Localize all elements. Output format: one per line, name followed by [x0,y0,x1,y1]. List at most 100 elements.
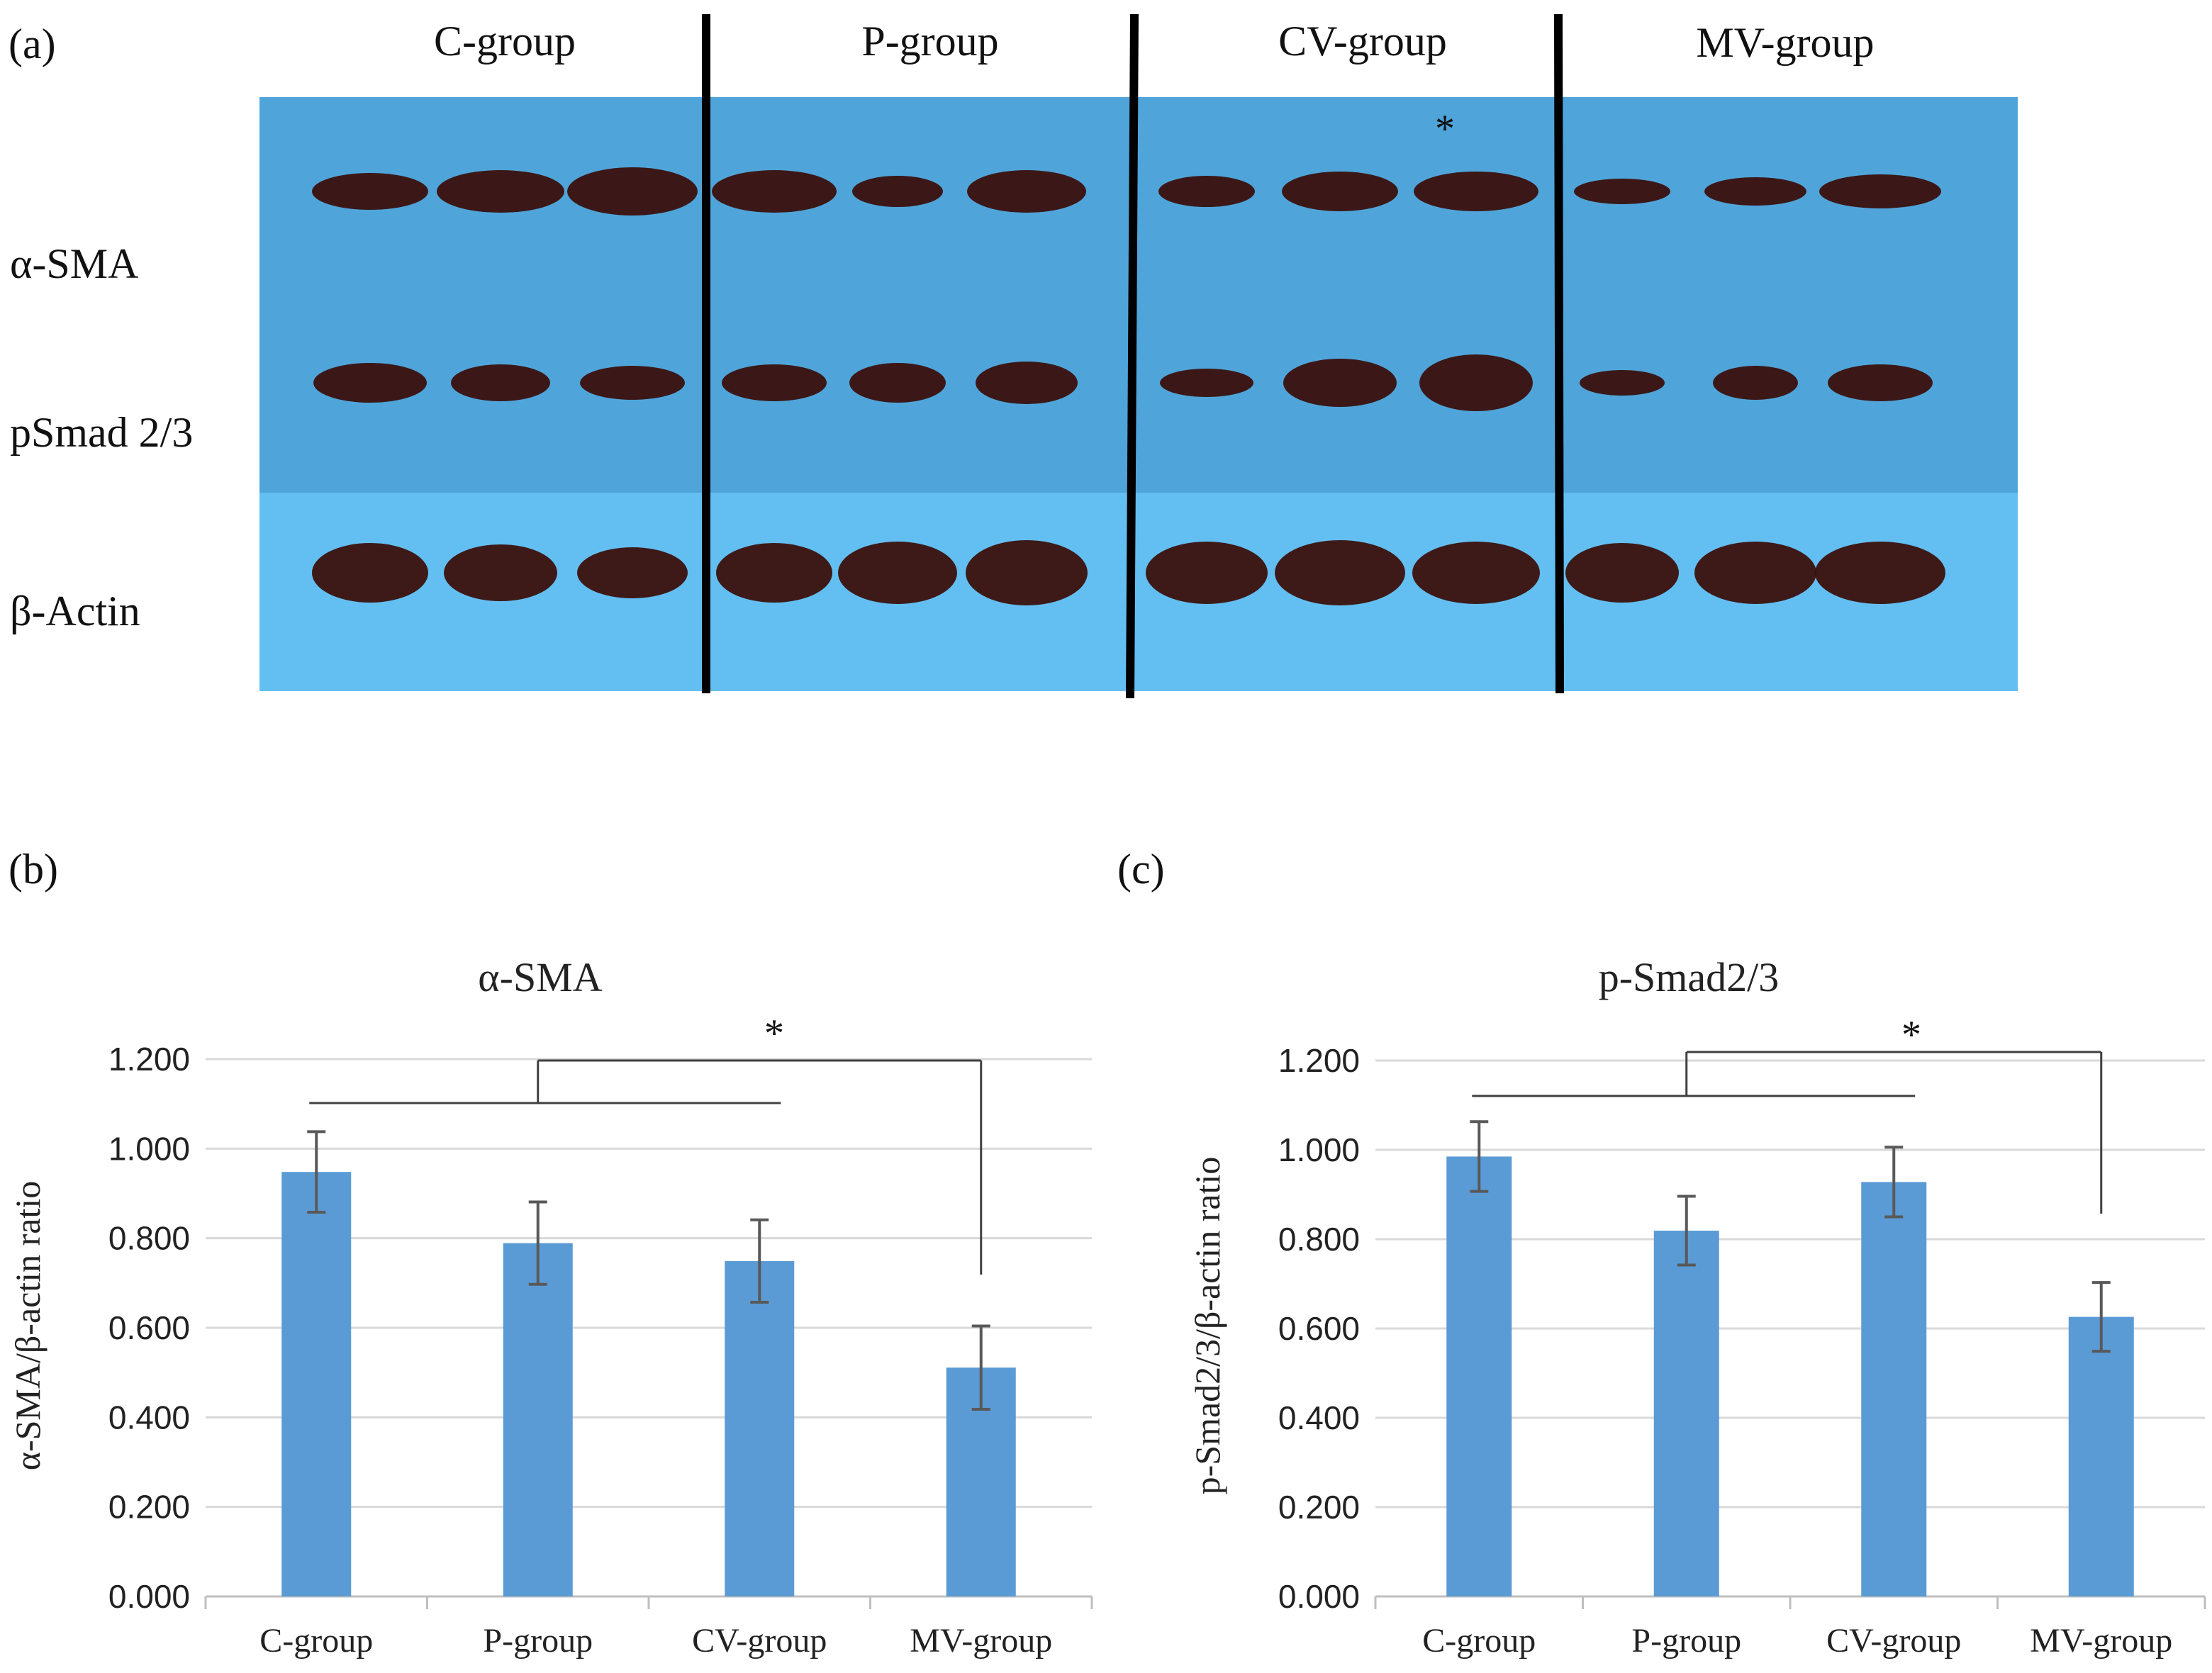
chart-c-y-tick-label: 0.800 [1278,1221,1360,1258]
chart-b-y-tick-label: 0.800 [108,1220,190,1257]
chart-b-bar-cv-group [725,1260,795,1596]
blot-significance-marker: * [1435,107,1455,151]
chart-c-category-label-cv-group: CV-group [1826,1622,1961,1660]
panel-a-letter: (a) [9,21,56,67]
chart-c-bars [1446,1156,2134,1596]
chart-b-y-tick-label: 0.600 [108,1309,190,1346]
blot-bands [312,167,1945,605]
chart-c-bar-c-group [1446,1156,1512,1596]
chart-c-category-label-c-group: C-group [1422,1622,1536,1660]
band-psmad-lane-5 [849,363,946,403]
chart-c-y-tick-label: 0.400 [1278,1399,1360,1436]
lane-separator-3 [1554,13,1564,694]
band-bactin-lane-8 [1275,540,1405,605]
chart-b-gridlines [204,1058,1093,1609]
blot-group-label-c: C-group [434,18,576,65]
band-psmad-lane-6 [976,362,1078,404]
band-asma-lane-9 [1414,172,1538,211]
chart-b-category-label-cv-group: CV-group [692,1622,827,1660]
band-psmad-lane-8 [1283,359,1397,407]
chart-b-title: α-SMA [478,954,603,1000]
chart-c-y-tick-labels: 0.000 0.200 0.400 0.600 0.800 1.000 1.200 [1278,1042,1360,1615]
chart-b-error-bars [307,1130,990,1411]
band-psmad-lane-1 [313,363,427,403]
chart-c-gridlines [1374,1059,2206,1609]
band-bactin-lane-1 [312,543,428,603]
band-bactin-lane-11 [1694,542,1816,604]
chart-c-error-bars [1470,1120,2111,1353]
chart-b-category-label-mv-group: MV-group [910,1622,1052,1660]
band-psmad-lane-10 [1580,370,1665,396]
band-asma-lane-5 [852,176,943,207]
band-asma-lane-6 [967,170,1086,213]
band-bactin-lane-12 [1815,542,1945,604]
band-psmad-lane-12 [1828,364,1933,401]
band-bactin-lane-6 [966,540,1088,605]
band-bactin-lane-7 [1146,542,1268,604]
band-psmad-lane-4 [722,364,827,401]
band-asma-lane-10 [1574,179,1670,204]
band-asma-lane-4 [712,170,837,213]
blot-group-labels: C-group P-group CV-group MV-group [434,18,1875,66]
band-asma-lane-3 [567,167,698,216]
chart-c-bar-p-group [1653,1231,1719,1596]
chart-c-y-tick-label: 0.600 [1278,1310,1360,1347]
chart-b-category-label-c-group: C-group [259,1622,373,1660]
panel-c-letter: (c) [1117,846,1165,893]
band-asma-lane-8 [1282,172,1398,211]
blot-label-asma: α-SMA [10,240,138,287]
band-psmad-lane-11 [1713,366,1798,400]
blot-membrane-upper [259,97,2018,493]
chart-c-significance-star: * [1901,1013,1921,1057]
chart-c-y-tick-label: 0.200 [1278,1489,1360,1526]
chart-b-significance-star: * [764,1012,784,1056]
chart-b-y-tick-label: 1.000 [108,1130,190,1167]
band-bactin-lane-3 [577,547,688,598]
blot-group-label-p: P-group [861,18,998,65]
bar-chart-psmad: (c) p-Smad2/3 p-Smad2/3/β-actin ratio 0.… [1117,846,2206,1660]
chart-b-y-tick-label: 1.200 [108,1041,190,1078]
band-asma-lane-1 [312,173,428,210]
band-bactin-lane-4 [716,543,832,603]
chart-c-title: p-Smad2/3 [1599,954,1780,1000]
chart-c-y-axis-title: p-Smad2/3/β-actin ratio [1188,1157,1227,1495]
chart-c-y-tick-label: 0.000 [1278,1578,1360,1615]
panel-b-letter: (b) [9,846,58,893]
chart-c-bar-mv-group [2068,1316,2134,1596]
chart-b-bars [281,1172,1016,1596]
chart-c-category-label-p-group: P-group [1631,1622,1741,1660]
chart-c-y-tick-label: 1.200 [1278,1042,1360,1079]
chart-b-significance-bracket: * [309,1012,983,1275]
chart-b-category-labels: C-group P-group CV-group MV-group [259,1622,1052,1660]
blot-label-psmad: pSmad 2/3 [10,409,193,456]
lane-separator-2 [1126,13,1139,699]
band-asma-lane-7 [1158,176,1255,207]
band-psmad-lane-2 [451,364,550,401]
band-bactin-lane-10 [1565,543,1679,603]
band-psmad-lane-3 [580,366,685,400]
chart-c-bar-cv-group [1861,1182,1927,1596]
chart-b-category-label-p-group: P-group [483,1622,593,1660]
chart-b-y-tick-label: 0.400 [108,1399,190,1436]
chart-b-y-axis-title: α-SMA/β-actin ratio [8,1181,48,1471]
chart-b-y-tick-label: 0.000 [108,1578,190,1615]
band-bactin-lane-2 [444,544,557,601]
band-bactin-lane-9 [1412,542,1540,604]
band-asma-lane-12 [1819,174,1941,208]
chart-b-bar-p-group [503,1243,573,1596]
band-asma-lane-2 [437,170,564,213]
band-psmad-lane-9 [1419,354,1533,411]
band-bactin-lane-5 [838,542,957,604]
chart-b-y-tick-label: 0.200 [108,1489,190,1526]
bar-chart-asma: (b) α-SMA α-SMA/β-actin ratio 0.000 0.200… [8,846,1093,1660]
lane-separators [702,13,1564,699]
chart-c-y-tick-label: 1.000 [1278,1131,1360,1168]
blot-label-bactin: β-Actin [10,588,140,634]
western-blot-panel: (a) C-group P-group CV-group MV-group * … [9,13,2018,699]
chart-c-category-label-mv-group: MV-group [2030,1622,2172,1660]
chart-b-bar-c-group [281,1172,352,1596]
chart-c-significance-bracket: * [1472,1013,2103,1214]
blot-group-label-cv: CV-group [1278,18,1447,65]
chart-c-category-labels: C-group P-group CV-group MV-group [1422,1622,2172,1660]
